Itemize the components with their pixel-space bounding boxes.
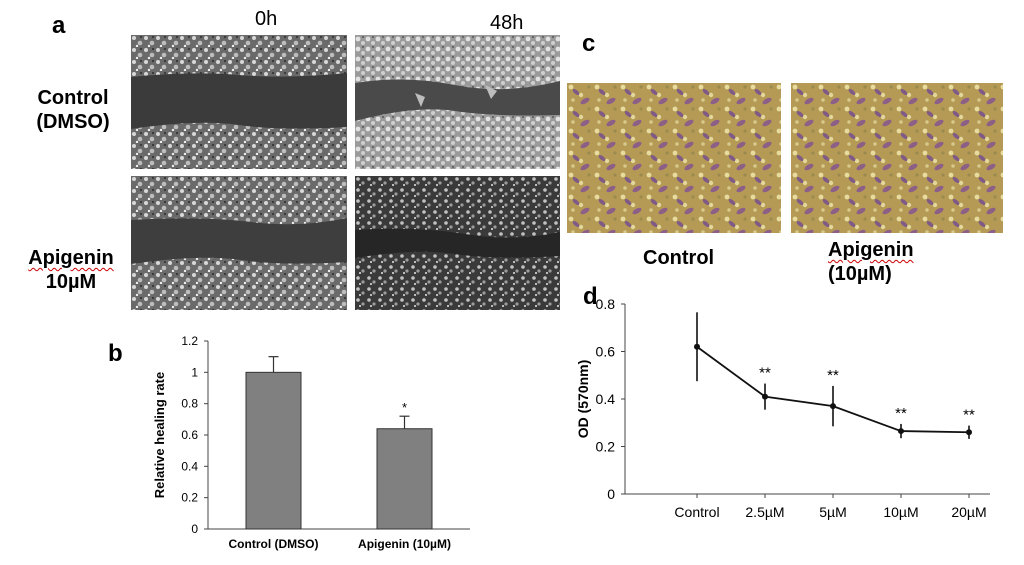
chart-d-category-label: 20µM — [951, 504, 986, 520]
micrograph-apigenin-0h-image — [131, 176, 347, 310]
chart-b: 0 0.2 0.4 0.6 0.8 1 1.2 Control (DMSO) * Apigenin… — [152, 334, 470, 551]
chart-d-point — [966, 429, 972, 436]
chart-d-point — [830, 403, 836, 410]
row-label-control-line2: (DMSO) — [36, 111, 110, 133]
chart-d-significance-mark: ** — [759, 365, 771, 382]
chart-d-category-label: 5µM — [819, 504, 847, 520]
chart-d-y-axis-label: OD (570nm) — [575, 360, 591, 439]
micrograph-transwell-control-image — [567, 83, 781, 233]
chart-b-ytick-label: 1.2 — [181, 334, 198, 348]
chart-d-ytick-label: 0.8 — [596, 296, 616, 312]
caption-apigenin-line1: Apigenin — [828, 239, 914, 261]
micrograph-control-0h — [131, 35, 347, 169]
panel-a-letter: a — [52, 12, 66, 39]
chart-b-ytick-label: 1 — [191, 365, 198, 379]
chart-d: 0 0.2 0.4 0.6 0.8 Control 2.5µM ** 5µM ** 10µM ** 20… — [575, 296, 990, 520]
micrograph-control-48h — [355, 35, 560, 169]
chart-d-ytick-label: 0.6 — [596, 344, 616, 360]
chart-b-significance-mark: * — [402, 400, 407, 415]
caption-apigenin-line2: (10µM) — [828, 263, 892, 285]
chart-d-ytick-label: 0 — [607, 486, 615, 502]
chart-b-ytick-label: 0.2 — [181, 491, 198, 505]
chart-b-ytick-label: 0.8 — [181, 397, 198, 411]
chart-b-category-label: Apigenin (10µM) — [358, 537, 451, 551]
chart-d-category-label: 2.5µM — [745, 504, 784, 520]
row-label-apigenin-line1: Apigenin — [28, 247, 114, 269]
chart-b-bar — [245, 371, 302, 530]
row-label-control: Control (DMSO) — [18, 86, 128, 134]
chart-d-category-label: Control — [674, 504, 719, 520]
chart-d-ytick-label: 0.2 — [596, 439, 616, 455]
chart-b-ytick-label: 0.6 — [181, 428, 198, 442]
caption-control-line1: Control — [643, 247, 715, 269]
chart-d-significance-mark: ** — [827, 367, 839, 384]
chart-b-bar — [376, 428, 433, 530]
micrograph-transwell-control — [567, 83, 781, 233]
micrograph-control-48h-image — [355, 35, 560, 169]
chart-d-ytick-label: 0.4 — [596, 391, 616, 407]
chart-d-point — [762, 393, 768, 400]
micrograph-control-0h-image — [131, 35, 347, 169]
panel-c-letter: c — [582, 30, 596, 57]
caption-control: Control — [643, 246, 714, 270]
caption-apigenin: Apigenin (10µM) — [828, 238, 914, 286]
chart-d-category-label: 10µM — [883, 504, 918, 520]
chart-d-significance-mark: ** — [895, 405, 907, 422]
chart-b-y-axis-label: Relative healing rate — [152, 372, 167, 498]
micrograph-apigenin-0h — [131, 176, 347, 310]
micrograph-apigenin-48h-image — [355, 176, 560, 310]
column-header-0h: 0h — [255, 8, 278, 30]
column-header-48h: 48h — [490, 12, 524, 34]
row-label-apigenin: Apigenin 10µM — [16, 246, 126, 294]
chart-d-point — [694, 343, 700, 350]
chart-d-significance-mark: ** — [963, 407, 975, 424]
micrograph-apigenin-48h — [355, 176, 560, 310]
panel-d-letter: d — [583, 283, 598, 310]
panel-b-letter: b — [108, 340, 123, 367]
chart-d-point — [898, 428, 904, 435]
chart-b-ytick-label: 0 — [191, 522, 198, 536]
micrograph-transwell-apigenin — [791, 83, 1003, 233]
chart-b-ytick-label: 0.4 — [181, 459, 198, 473]
row-label-control-line1: Control — [37, 87, 109, 109]
micrograph-transwell-apigenin-image — [791, 83, 1003, 233]
chart-b-category-label: Control (DMSO) — [229, 537, 319, 551]
row-label-apigenin-line2: 10µM — [45, 271, 97, 293]
